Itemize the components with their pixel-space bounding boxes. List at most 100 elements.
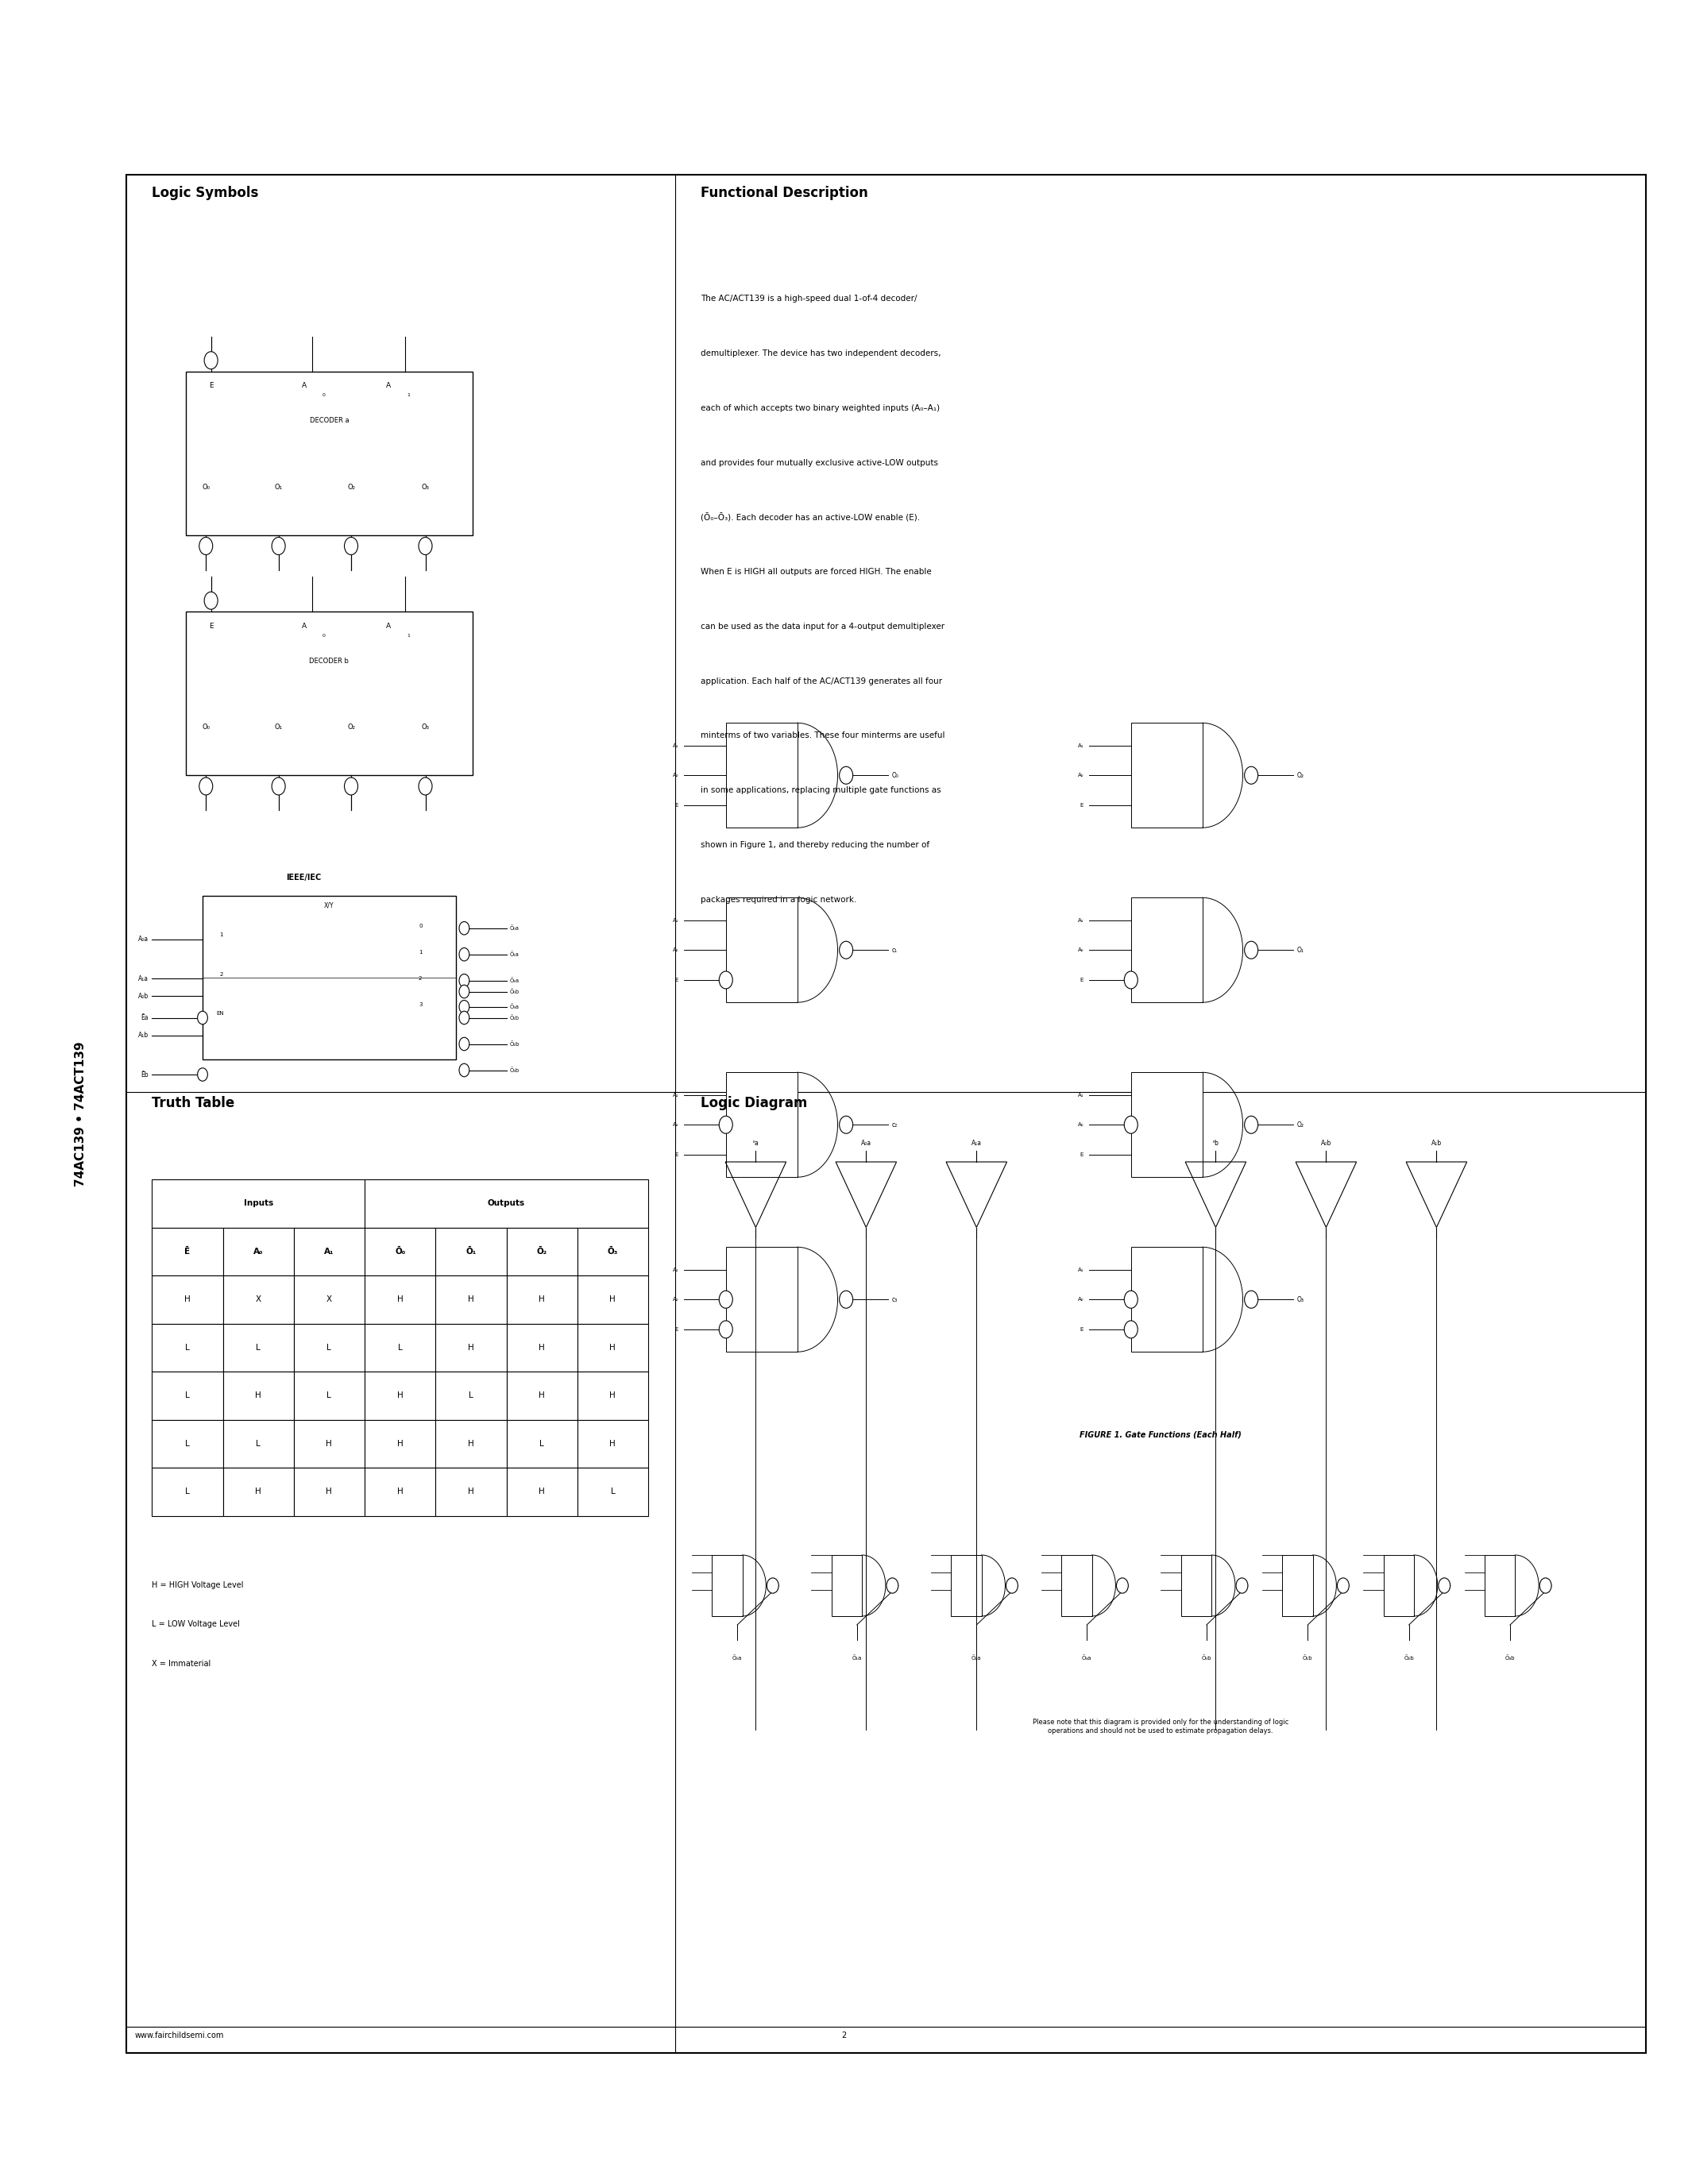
Text: O₁: O₁	[1296, 946, 1303, 954]
Text: H: H	[538, 1391, 545, 1400]
Text: A₁: A₁	[672, 1267, 679, 1271]
Bar	[436, 1372, 506, 1420]
Text: A₀: A₀	[672, 948, 679, 952]
Text: A₁: A₁	[1077, 917, 1084, 922]
Text: X: X	[255, 1295, 262, 1304]
Text: L: L	[257, 1439, 260, 1448]
Text: 0: 0	[419, 924, 422, 928]
Text: A: A	[387, 382, 390, 389]
Text: A: A	[302, 382, 306, 389]
Text: Ō₃b: Ō₃b	[510, 1068, 520, 1072]
Text: X: X	[326, 1295, 333, 1304]
Text: H: H	[397, 1439, 403, 1448]
Circle shape	[459, 948, 469, 961]
Text: 74AC139 • 74ACT139: 74AC139 • 74ACT139	[74, 1042, 88, 1186]
Text: A₀: A₀	[672, 773, 679, 778]
Bar	[436, 1324, 506, 1372]
Text: A₁: A₁	[324, 1247, 334, 1256]
Bar	[506, 1468, 577, 1516]
Text: O₃: O₃	[1296, 1295, 1303, 1304]
Bar	[952, 1555, 982, 1616]
Text: H: H	[255, 1391, 262, 1400]
Bar	[152, 1372, 223, 1420]
Text: L: L	[186, 1439, 189, 1448]
Text: E: E	[209, 622, 213, 629]
Bar	[365, 1227, 436, 1275]
Bar	[152, 1275, 223, 1324]
Text: A₁: A₁	[672, 1092, 679, 1096]
Circle shape	[719, 1291, 733, 1308]
Text: Logic Diagram: Logic Diagram	[701, 1096, 807, 1112]
Bar	[186, 612, 473, 775]
Text: Functional Description: Functional Description	[701, 186, 868, 201]
Text: Outputs: Outputs	[488, 1199, 525, 1208]
Bar	[152, 1420, 223, 1468]
Circle shape	[886, 1577, 898, 1594]
Text: 2: 2	[419, 976, 422, 981]
Text: EN: EN	[216, 1011, 225, 1016]
Text: Inputs: Inputs	[243, 1199, 273, 1208]
Text: www.fairchildsemi.com: www.fairchildsemi.com	[135, 2031, 225, 2040]
Text: A₁: A₁	[1077, 743, 1084, 747]
Text: A: A	[302, 622, 306, 629]
Text: Ō₀a: Ō₀a	[510, 926, 520, 930]
Bar	[726, 1072, 797, 1177]
Bar	[294, 1227, 365, 1275]
Bar	[436, 1420, 506, 1468]
Text: When E is HIGH all outputs are forced HIGH. The enable: When E is HIGH all outputs are forced HI…	[701, 568, 932, 577]
Text: Ō₂: Ō₂	[537, 1247, 547, 1256]
Text: Ō₀b: Ō₀b	[1202, 1655, 1212, 1660]
Circle shape	[272, 778, 285, 795]
Text: Ō₀: Ō₀	[395, 1247, 405, 1256]
Text: c₃: c₃	[891, 1295, 898, 1304]
Bar	[1384, 1555, 1415, 1616]
Text: A₀: A₀	[672, 1297, 679, 1302]
Bar	[436, 1468, 506, 1516]
Bar	[365, 1420, 436, 1468]
Bar	[577, 1324, 648, 1372]
Text: A₁a: A₁a	[138, 974, 149, 983]
Bar	[152, 1179, 365, 1227]
Circle shape	[1244, 1116, 1258, 1133]
Circle shape	[1236, 1577, 1247, 1594]
Bar	[365, 1324, 436, 1372]
Text: 1: 1	[407, 633, 410, 638]
Text: ᴱa: ᴱa	[753, 1140, 760, 1147]
Text: Ēb: Ēb	[140, 1070, 149, 1079]
Circle shape	[419, 537, 432, 555]
Text: E: E	[209, 382, 213, 389]
Circle shape	[272, 537, 285, 555]
Text: E: E	[1080, 1328, 1084, 1332]
Text: H: H	[609, 1391, 616, 1400]
Bar	[506, 1420, 577, 1468]
Text: A₀: A₀	[253, 1247, 263, 1256]
Circle shape	[1337, 1577, 1349, 1594]
Text: O₀: O₀	[203, 483, 209, 491]
Text: minterms of two variables. These four minterms are useful: minterms of two variables. These four mi…	[701, 732, 945, 740]
Circle shape	[204, 352, 218, 369]
Bar	[223, 1468, 294, 1516]
Bar	[726, 898, 797, 1002]
Text: Ō₀b: Ō₀b	[510, 989, 520, 994]
Circle shape	[1244, 1291, 1258, 1308]
Text: A₀b: A₀b	[1320, 1140, 1332, 1147]
Circle shape	[1244, 767, 1258, 784]
Bar	[365, 1468, 436, 1516]
Text: A₁: A₁	[1077, 1092, 1084, 1096]
Text: H: H	[468, 1487, 474, 1496]
Bar	[577, 1275, 648, 1324]
Circle shape	[199, 537, 213, 555]
Bar	[1062, 1555, 1092, 1616]
Text: X/Y: X/Y	[324, 902, 334, 909]
Text: c₂: c₂	[891, 1120, 898, 1129]
Bar	[577, 1420, 648, 1468]
Text: 2: 2	[219, 972, 223, 976]
Text: O₁: O₁	[275, 723, 282, 732]
Text: H: H	[184, 1295, 191, 1304]
Text: L: L	[540, 1439, 544, 1448]
Bar	[1485, 1555, 1516, 1616]
Circle shape	[197, 1011, 208, 1024]
Text: A₁: A₁	[1077, 1267, 1084, 1271]
Circle shape	[199, 778, 213, 795]
Bar	[1131, 1247, 1202, 1352]
